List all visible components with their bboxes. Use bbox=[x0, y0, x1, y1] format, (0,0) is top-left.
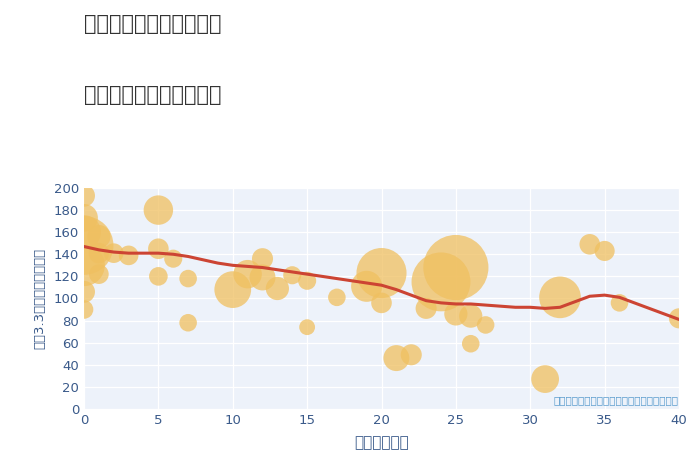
Point bbox=[257, 274, 268, 281]
Text: 円の大きさは、取引のあった物件面積を示す: 円の大きさは、取引のあった物件面積を示す bbox=[554, 396, 679, 406]
Point bbox=[153, 273, 164, 280]
Point bbox=[93, 250, 104, 257]
Point bbox=[421, 305, 432, 312]
Point bbox=[480, 321, 491, 329]
Point bbox=[183, 275, 194, 282]
Point bbox=[78, 261, 90, 269]
Point bbox=[376, 269, 387, 277]
X-axis label: 築年数（年）: 築年数（年） bbox=[354, 435, 409, 450]
Y-axis label: 坪（3.3㎡）単価（万円）: 坪（3.3㎡）単価（万円） bbox=[34, 248, 47, 349]
Point bbox=[93, 233, 104, 240]
Point bbox=[584, 241, 595, 248]
Text: 築年数別中古戸建て価格: 築年数別中古戸建て価格 bbox=[84, 85, 221, 105]
Point bbox=[78, 306, 90, 313]
Point bbox=[361, 282, 372, 290]
Point bbox=[287, 272, 298, 279]
Point bbox=[450, 264, 461, 271]
Point bbox=[465, 340, 476, 347]
Point bbox=[406, 351, 417, 359]
Point bbox=[78, 288, 90, 296]
Point bbox=[78, 228, 90, 236]
Point bbox=[78, 242, 90, 249]
Point bbox=[272, 285, 283, 292]
Point bbox=[376, 299, 387, 306]
Point bbox=[302, 323, 313, 331]
Point bbox=[153, 245, 164, 252]
Point bbox=[108, 250, 119, 257]
Point bbox=[450, 310, 461, 318]
Point bbox=[614, 299, 625, 306]
Point bbox=[391, 354, 402, 362]
Point bbox=[78, 192, 90, 199]
Point bbox=[183, 319, 194, 327]
Point bbox=[302, 277, 313, 284]
Point bbox=[242, 270, 253, 278]
Point bbox=[540, 376, 551, 383]
Point bbox=[153, 206, 164, 214]
Point bbox=[465, 313, 476, 320]
Point bbox=[554, 294, 566, 301]
Point bbox=[78, 214, 90, 221]
Point bbox=[435, 278, 447, 286]
Text: 東京都東久留米市小山の: 東京都東久留米市小山の bbox=[84, 14, 221, 34]
Point bbox=[93, 270, 104, 278]
Point bbox=[673, 314, 685, 322]
Point bbox=[227, 286, 238, 293]
Point bbox=[123, 251, 134, 259]
Point bbox=[331, 294, 342, 301]
Point bbox=[599, 247, 610, 255]
Point bbox=[168, 255, 179, 262]
Point bbox=[257, 255, 268, 262]
